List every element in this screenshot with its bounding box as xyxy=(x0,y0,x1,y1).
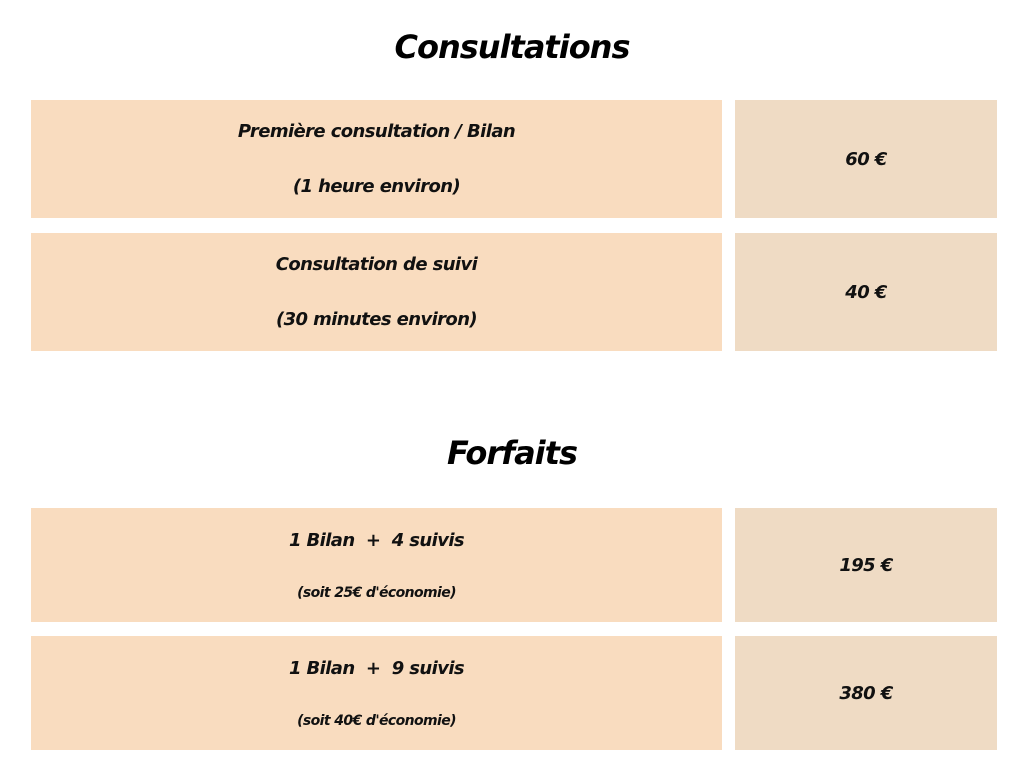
forfait-name: 1 Bilan + 4 suivis xyxy=(288,529,465,551)
forfait-name: 1 Bilan + 9 suivis xyxy=(288,657,465,679)
consultation-detail: (1 heure environ) xyxy=(292,176,461,197)
forfait-detail: (soit 40€ d'économie) xyxy=(297,712,456,729)
consultation-name: Première consultation / Bilan xyxy=(237,121,516,142)
forfait-price: 380 € xyxy=(735,636,997,750)
consultation-name: Consultation de suivi xyxy=(275,254,478,275)
consultation-price: 60 € xyxy=(735,100,997,218)
consultation-detail: (30 minutes environ) xyxy=(275,309,478,330)
forfait-detail: (soit 25€ d'économie) xyxy=(297,584,456,601)
forfaits-heading: Forfaits xyxy=(447,434,578,472)
consultations-heading: Consultations xyxy=(394,28,630,66)
consultation-label-cell: Première consultation / Bilan (1 heure en… xyxy=(31,100,722,218)
forfait-price: 195 € xyxy=(735,508,997,622)
forfait-label-cell: 1 Bilan + 9 suivis (soit 40€ d'économie) xyxy=(31,636,722,750)
consultation-price: 40 € xyxy=(735,233,997,351)
consultation-label-cell: Consultation de suivi (30 minutes environ… xyxy=(31,233,722,351)
forfait-label-cell: 1 Bilan + 4 suivis (soit 25€ d'économie) xyxy=(31,508,722,622)
